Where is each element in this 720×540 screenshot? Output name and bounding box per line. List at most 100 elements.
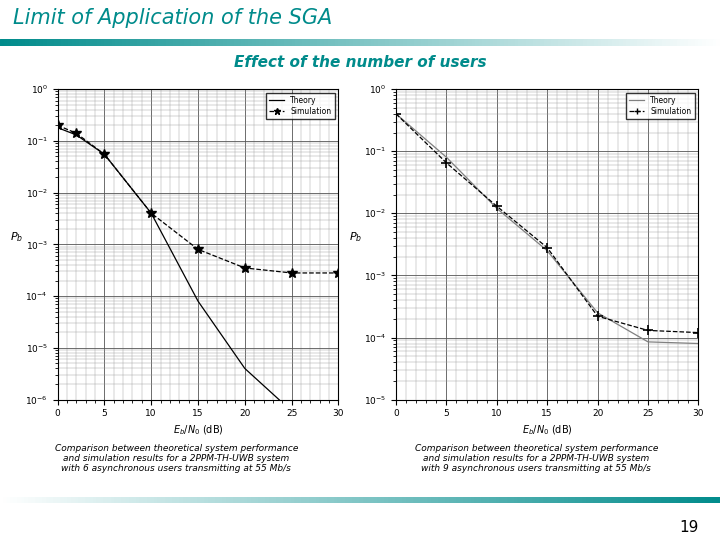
Text: Limit of Application of the SGA: Limit of Application of the SGA <box>13 8 332 28</box>
Bar <box>598 497 601 503</box>
Bar <box>619 39 623 46</box>
Bar <box>439 39 443 46</box>
Bar <box>90 39 94 46</box>
Bar <box>562 497 565 503</box>
Bar <box>432 39 436 46</box>
Bar <box>436 39 439 46</box>
Bar <box>274 497 277 503</box>
Bar <box>414 39 418 46</box>
Bar <box>36 39 40 46</box>
Bar <box>50 497 54 503</box>
Bar <box>122 497 126 503</box>
Bar <box>263 497 266 503</box>
Bar <box>482 39 486 46</box>
Bar <box>47 497 50 503</box>
Bar <box>454 497 457 503</box>
Bar <box>659 39 662 46</box>
Text: Comparison between theoretical system performance
and simulation results for a 2: Comparison between theoretical system pe… <box>415 443 658 474</box>
Bar <box>670 39 673 46</box>
Bar <box>562 39 565 46</box>
Bar <box>288 39 292 46</box>
Bar <box>50 39 54 46</box>
Bar <box>590 39 594 46</box>
Bar <box>608 497 612 503</box>
Bar <box>194 39 198 46</box>
Bar <box>367 39 371 46</box>
Bar <box>702 497 706 503</box>
Bar <box>680 497 684 503</box>
Bar <box>500 39 504 46</box>
Bar <box>104 497 108 503</box>
Bar <box>288 497 292 503</box>
Bar <box>493 497 497 503</box>
Bar <box>450 497 454 503</box>
Bar <box>367 497 371 503</box>
Bar <box>486 39 490 46</box>
Bar <box>76 39 79 46</box>
Bar <box>306 497 310 503</box>
Bar <box>292 39 295 46</box>
Bar <box>137 39 140 46</box>
Bar <box>601 497 605 503</box>
Bar <box>554 39 558 46</box>
Bar <box>695 497 698 503</box>
Bar <box>583 39 587 46</box>
Bar <box>533 497 536 503</box>
Bar <box>86 39 90 46</box>
Bar <box>472 497 475 503</box>
Bar <box>335 497 338 503</box>
Bar <box>713 39 716 46</box>
Bar <box>119 497 122 503</box>
Bar <box>29 497 32 503</box>
Bar <box>547 39 551 46</box>
Bar <box>126 39 130 46</box>
Bar <box>65 39 68 46</box>
Bar <box>698 39 702 46</box>
Bar <box>7 497 11 503</box>
Bar <box>223 39 227 46</box>
Bar <box>702 39 706 46</box>
Bar <box>86 497 90 503</box>
Bar <box>245 39 248 46</box>
Bar <box>119 39 122 46</box>
Bar <box>302 497 306 503</box>
Bar <box>515 39 518 46</box>
Bar <box>608 39 612 46</box>
Bar <box>594 39 598 46</box>
Bar <box>569 497 572 503</box>
Bar <box>270 39 274 46</box>
Bar <box>14 39 18 46</box>
Bar <box>338 497 342 503</box>
Bar <box>32 39 36 46</box>
Bar <box>551 39 554 46</box>
Bar <box>25 497 29 503</box>
Bar <box>572 497 576 503</box>
Bar <box>630 39 634 46</box>
Y-axis label: $P_b$: $P_b$ <box>10 231 24 244</box>
Bar <box>526 497 529 503</box>
Bar <box>400 39 403 46</box>
Bar <box>511 39 515 46</box>
Bar <box>410 39 414 46</box>
Bar <box>0 39 4 46</box>
Bar <box>54 39 58 46</box>
Bar <box>655 497 659 503</box>
Bar <box>648 497 652 503</box>
Bar <box>716 39 720 46</box>
Bar <box>392 497 396 503</box>
Bar <box>324 39 328 46</box>
Bar <box>490 497 493 503</box>
Bar <box>522 39 526 46</box>
Legend: Theory, Simulation: Theory, Simulation <box>266 93 335 119</box>
Bar <box>587 497 590 503</box>
Bar <box>472 39 475 46</box>
Bar <box>382 497 385 503</box>
Bar <box>313 39 317 46</box>
Bar <box>140 39 144 46</box>
Bar <box>587 39 590 46</box>
Bar <box>540 497 544 503</box>
Bar <box>443 497 446 503</box>
Bar <box>256 497 259 503</box>
Bar <box>47 39 50 46</box>
Bar <box>284 497 288 503</box>
